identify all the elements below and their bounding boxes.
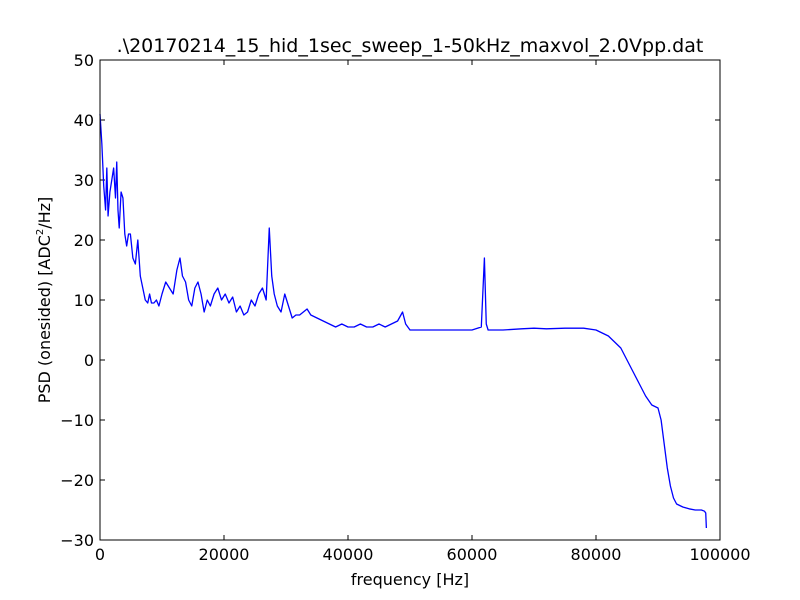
y-tick-label: −20 [60,471,94,490]
x-tick-label: 20000 [199,545,250,564]
y-tick-label: 30 [74,171,94,190]
y-axis-label: PSD (onesided) [ADC2/Hz] [35,197,54,404]
x-tick-label: 0 [95,545,105,564]
psd-series-line [99,113,708,529]
x-axis-ticks: 0 20000 40000 60000 80000 100000 [95,60,751,564]
y-tick-label: −30 [60,531,94,550]
y-axis-label-superscript: 2 [35,229,46,235]
x-axis-label: frequency [Hz] [351,570,469,589]
x-tick-label: 40000 [323,545,374,564]
y-tick-label: 20 [74,231,94,250]
y-tick-label: 10 [74,291,94,310]
plot-frame [99,59,721,541]
y-axis-ticks: −30 −20 −10 0 10 20 30 40 50 [60,51,720,550]
y-axis-label-tail: /Hz] [35,197,54,229]
chart-title: .\20170214_15_hid_1sec_sweep_1-50kHz_max… [117,35,704,57]
y-tick-label: 50 [74,51,94,70]
x-tick-label: 60000 [447,545,498,564]
y-tick-label: 40 [74,111,94,130]
x-tick-label: 80000 [571,545,622,564]
y-axis-label-main: PSD (onesided) [ADC [35,235,54,403]
y-tick-label: −10 [60,411,94,430]
y-tick-label: 0 [84,351,94,370]
x-tick-label: 100000 [689,545,750,564]
